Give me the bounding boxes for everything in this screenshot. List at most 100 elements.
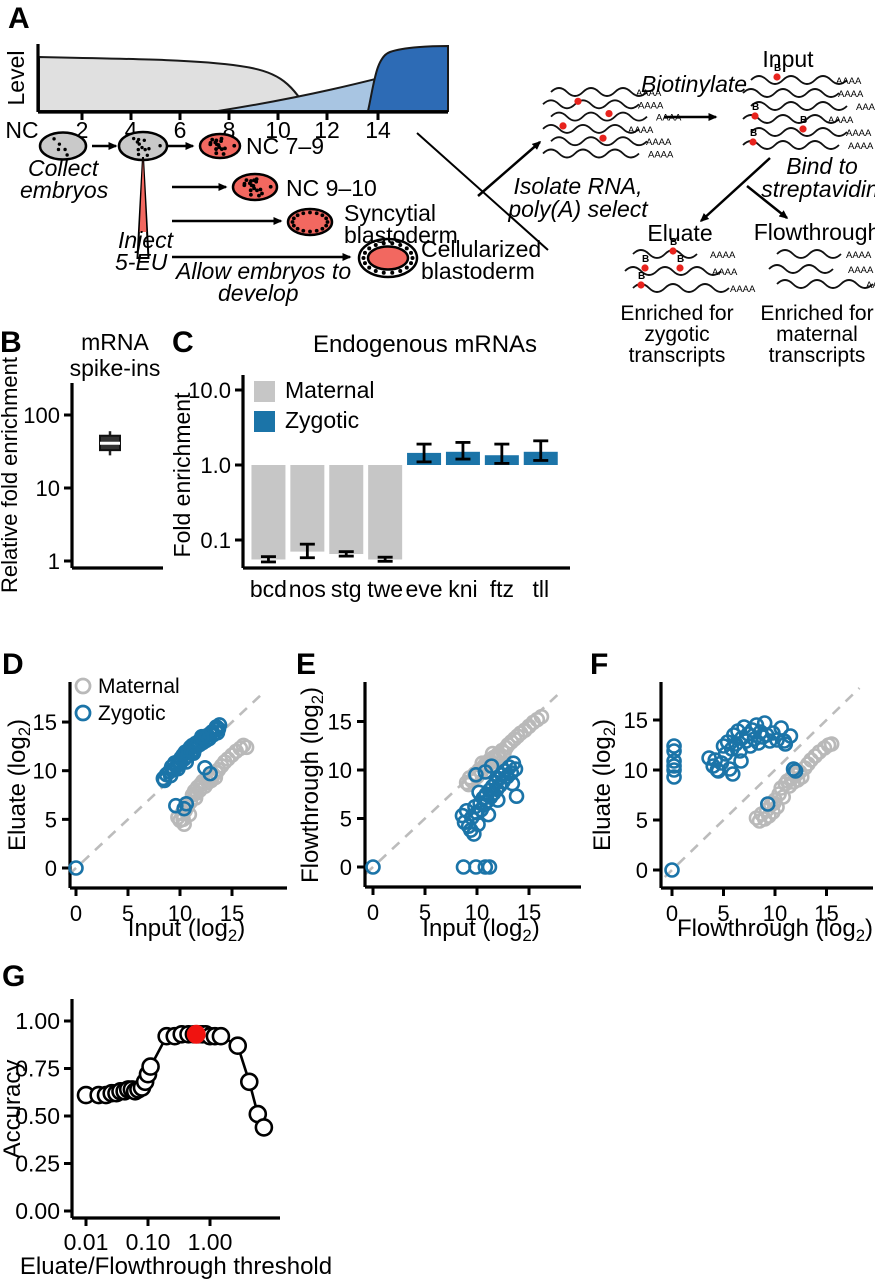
stage-nc9-10-label: NC 9–10	[286, 175, 377, 201]
nucleus-dot	[63, 147, 67, 152]
enriched-maternal-label: Enriched for	[760, 302, 873, 325]
y-tick-label: 10	[33, 759, 57, 784]
biotin-dot	[669, 247, 677, 255]
identity-line	[663, 687, 861, 878]
isolate-rna-label: Isolate RNA,	[513, 173, 642, 199]
x-tick-label: kni	[448, 576, 477, 602]
scatter-point-zygotic	[483, 758, 500, 774]
polyA-tail-label: AAAA	[848, 265, 874, 276]
rna-strand	[750, 75, 848, 85]
panel-c-endogenous-barchart: Endogenous mRNAs Fold enrichment bcd nos stg…	[169, 331, 570, 602]
x-axis-label: Flowthrough (log2)	[677, 915, 873, 945]
y-axis-label: Fold enrichment	[169, 392, 195, 558]
polyA-tail-label: AAAA	[712, 267, 738, 278]
embryo-nuclei-dots	[131, 136, 162, 158]
scatter-point-maternal	[460, 776, 477, 793]
x-tick-label: 5	[122, 901, 134, 926]
nucleus-dot	[248, 188, 253, 193]
rna-strand	[550, 136, 648, 147]
stage-cellularized-label: Cellularized	[421, 236, 541, 262]
level-axis-label: Level	[3, 51, 29, 106]
x-tick-label: 15	[517, 900, 541, 925]
biotin-dot	[751, 112, 759, 120]
nucleus-dot	[367, 246, 372, 251]
nucleus-dot	[295, 213, 300, 218]
nucleus-dot	[249, 192, 253, 197]
panel-label-g: G	[2, 960, 26, 993]
scatter-point-zygotic	[503, 765, 520, 781]
polyA-tail-label: AAAA	[730, 284, 756, 295]
x-tick-label: 0.10	[126, 1229, 171, 1255]
scatter-point-zygotic	[68, 860, 84, 876]
scatter-point-zygotic	[202, 765, 218, 782]
stage-cellularized-label2: blastoderm	[421, 258, 535, 284]
scatter-point-maternal	[807, 748, 823, 764]
y-tick-label: 10	[36, 476, 60, 501]
nucleus-dot	[52, 137, 56, 141]
panel-a-schematic: 2 4 6 8 10 12 14 Level NC	[3, 44, 875, 367]
polyA-tail-label: AAAA	[636, 88, 662, 99]
rna-strand	[550, 87, 648, 97]
nucleus-dot	[320, 213, 325, 218]
to-eluate-arrow	[699, 157, 771, 223]
chart-title: mRNA	[81, 329, 149, 355]
rna-strand	[742, 88, 840, 98]
legend-label: Maternal	[98, 675, 180, 698]
polyA-tail-label: AAAA	[866, 280, 875, 291]
nucleus-dot	[158, 144, 162, 148]
scatter-point-zygotic	[733, 753, 749, 769]
nucleus-dot	[398, 268, 403, 273]
y-tick-label: 0.1	[200, 528, 231, 553]
legend-swatch	[254, 381, 275, 402]
nucleus-dot	[367, 265, 372, 270]
x-axis-label: Input (log2)	[422, 915, 539, 945]
x-tick-label: 15	[814, 901, 838, 926]
embryo-nuclei-dots	[242, 177, 273, 198]
panel-label-a: A	[8, 2, 30, 35]
nucleus-dot	[57, 142, 62, 146]
y-tick-label: 0	[340, 855, 352, 880]
y-tick-label: 0.25	[15, 1151, 60, 1177]
x-tick-label: 5	[717, 901, 729, 926]
legend-label: Zygotic	[285, 407, 359, 433]
x-tick-label: ftz	[490, 576, 514, 602]
y-axis-label: Relative fold enrichment	[0, 357, 22, 593]
accuracy-point	[211, 1026, 231, 1046]
scatter-point-zygotic	[762, 733, 778, 749]
rna-strand	[624, 266, 722, 276]
scatter-point-maternal	[175, 811, 191, 828]
blastoderm-nuclei-ring	[361, 241, 415, 275]
biotin-dot	[605, 110, 613, 118]
nucleus-dot	[257, 193, 261, 198]
nucleus-dot	[291, 223, 296, 228]
nucleus-dot	[373, 268, 378, 273]
nucleus-dot	[295, 226, 300, 231]
x-tick-label: 0.01	[64, 1229, 109, 1255]
nucleus-dot	[268, 184, 273, 189]
to-flowthrough-arrow	[746, 185, 789, 219]
panel-label-e: E	[296, 648, 317, 681]
x-tick-label: bcd	[250, 576, 287, 602]
y-axis-label: Accuracy	[0, 1060, 26, 1159]
rna-strand	[742, 114, 840, 124]
scatter-point-zygotic	[709, 762, 726, 778]
nucleus-dot	[260, 191, 264, 196]
scatter-point-zygotic	[168, 797, 184, 814]
scatter-point-zygotic	[468, 767, 484, 783]
y-axis-label: Eluate (log2)	[589, 719, 619, 851]
nucleus-dot	[252, 178, 257, 183]
nucleus-dot	[308, 229, 312, 234]
legend-label: Maternal	[285, 377, 374, 403]
polyA-tail-label: AAAA	[638, 100, 664, 111]
scatter-point-zygotic	[787, 763, 804, 779]
accuracy-point	[228, 1036, 248, 1055]
biotin-dot	[599, 134, 607, 142]
input-label: Input	[762, 46, 814, 72]
scatter-point-zygotic	[365, 859, 381, 875]
scatter-point-zygotic	[455, 859, 472, 875]
panel-label-b: B	[0, 326, 22, 359]
scatter-point-zygotic	[507, 761, 524, 777]
embryo-workflow: Collect embryos Inject 5-EU Allow embryo…	[20, 130, 541, 306]
